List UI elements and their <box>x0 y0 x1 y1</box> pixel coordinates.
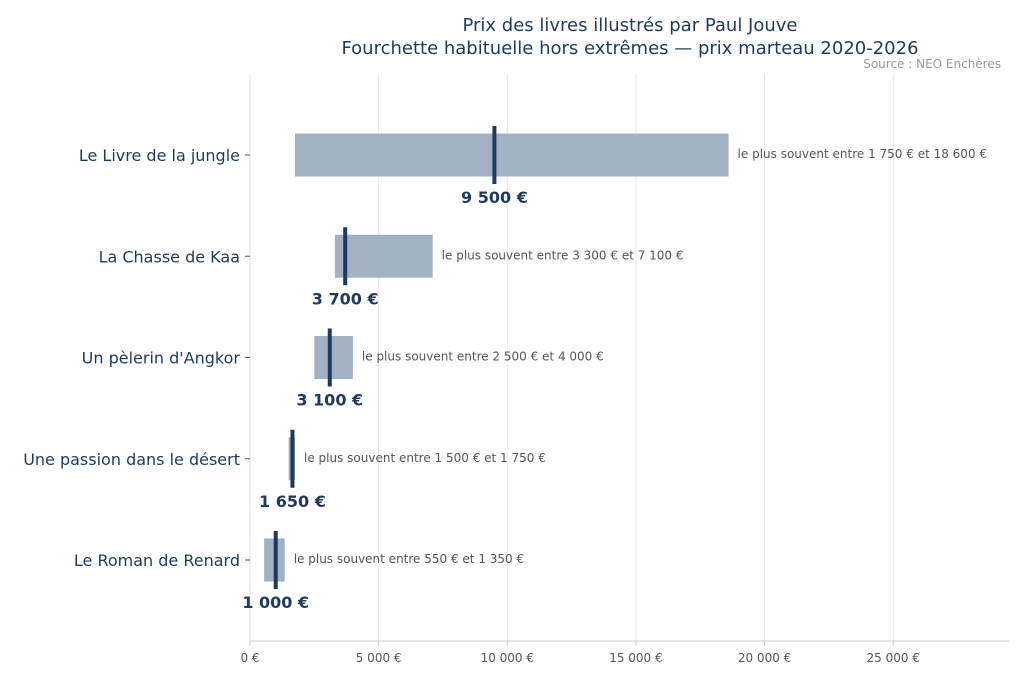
range-bars <box>264 126 729 589</box>
range-bar <box>334 234 433 278</box>
range-label: le plus souvent entre 1 500 € et 1 750 € <box>304 451 546 465</box>
range-label: le plus souvent entre 1 750 € et 18 600 … <box>738 147 987 161</box>
category-label: La Chasse de Kaa <box>99 247 240 266</box>
x-tick-label: 10 000 € <box>481 651 534 665</box>
category-label: Un pèlerin d'Angkor <box>82 349 241 368</box>
range-label: le plus souvent entre 550 € et 1 350 € <box>294 552 524 566</box>
range-label: le plus souvent entre 2 500 € et 4 000 € <box>362 350 604 364</box>
x-tick-label: 0 € <box>240 651 259 665</box>
median-label: 3 700 € <box>312 289 379 308</box>
median-label: 1 000 € <box>242 593 309 612</box>
x-tick-label: 20 000 € <box>738 651 791 665</box>
labels: 0 € 5 000 € 10 000 € 15 000 € 20 000 € 25 000… <box>23 146 987 665</box>
category-label: Une passion dans le désert <box>23 450 240 469</box>
chart-title: Prix des livres illustrés par Paul Jouve <box>462 15 797 36</box>
range-bar <box>314 336 353 379</box>
x-tick-label: 15 000 € <box>609 651 662 665</box>
chart-subtitle: Fourchette habituelle hors extrêmes — pr… <box>341 38 918 59</box>
chart-source: Source : NEO Enchères <box>863 57 1001 71</box>
category-label: Le Livre de la jungle <box>79 146 240 165</box>
median-label: 1 650 € <box>259 492 326 511</box>
median-label: 9 500 € <box>461 188 528 207</box>
median-label: 3 100 € <box>296 391 363 410</box>
x-tick-label: 5 000 € <box>356 651 402 665</box>
range-label: le plus souvent entre 3 300 € et 7 100 € <box>442 248 684 262</box>
x-tick-label: 25 000 € <box>867 651 920 665</box>
range-bar <box>295 133 729 177</box>
category-label: Le Roman de Renard <box>74 551 240 570</box>
